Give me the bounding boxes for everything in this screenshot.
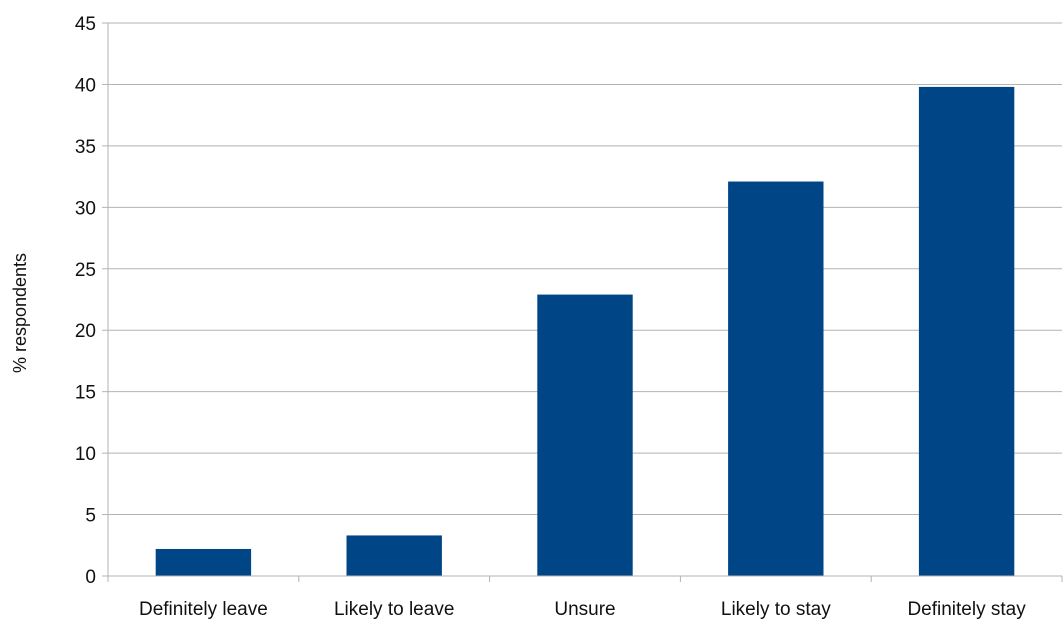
axes [102,22,1063,582]
category-label: Definitely leave [139,599,268,620]
category-label: Likely to leave [334,599,454,620]
y-tick-label: 30 [75,198,96,219]
y-tick-labels: 0 5 10 15 20 25 30 35 40 45 [75,14,96,588]
y-tick-label: 10 [75,444,96,465]
y-tick-label: 35 [75,137,96,158]
category-label: Definitely stay [907,599,1026,620]
bar-unsure [537,294,633,576]
bar-likely-to-stay [728,181,824,576]
y-tick-label: 0 [85,567,96,588]
y-tick-label: 40 [75,75,96,96]
y-tick-label: 45 [75,14,96,35]
category-label: Likely to stay [721,599,831,620]
y-tick-label: 20 [75,321,96,342]
gridlines [108,22,1062,516]
y-tick-label: 25 [75,260,96,281]
y-axis-title: % respondents [10,253,30,373]
category-labels: Definitely leave Likely to leave Unsure Lik… [139,599,1026,620]
category-label: Unsure [554,599,615,620]
bar-likely-to-leave [346,535,442,576]
bar-definitely-leave [155,548,252,576]
bars [155,86,1015,576]
bar-definitely-stay [918,86,1015,576]
y-tick-label: 5 [85,506,96,527]
y-tick-label: 15 [75,383,96,404]
